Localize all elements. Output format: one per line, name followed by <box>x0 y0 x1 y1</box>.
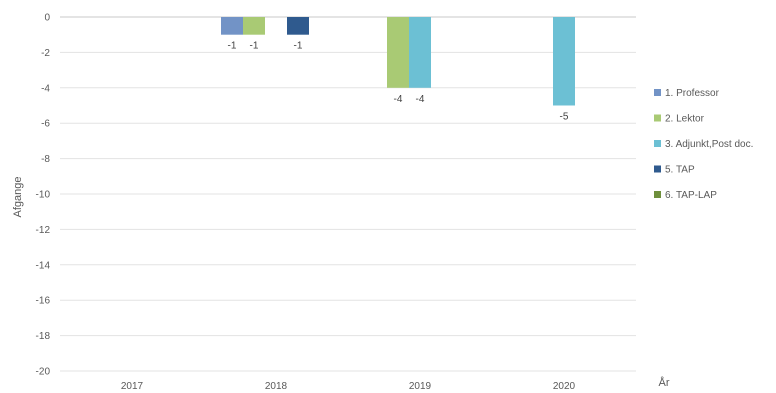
x-tick-label: 2017 <box>121 381 144 392</box>
y-tick-label: -18 <box>36 331 51 342</box>
gridlines <box>60 16 636 372</box>
x-axis-ticks: 2017 2018 2019 2020 <box>121 381 576 392</box>
y-tick-label: -10 <box>36 190 51 201</box>
bar <box>243 17 265 35</box>
data-label: -1 <box>228 41 237 52</box>
y-tick-label: -12 <box>36 225 51 236</box>
y-tick-label: -16 <box>36 296 51 307</box>
legend-swatch <box>654 165 661 173</box>
legend-label: 6. TAP-LAP <box>665 190 717 201</box>
bar <box>553 17 575 106</box>
x-tick-label: 2020 <box>553 381 576 392</box>
x-tick-label: 2018 <box>265 381 288 392</box>
x-tick-label: 2019 <box>409 381 432 392</box>
y-tick-label: 0 <box>44 13 50 24</box>
y-tick-label: -2 <box>41 48 50 59</box>
legend-label: 3. Adjunkt,Post doc. <box>665 139 753 150</box>
legend-label: 1. Professor <box>665 88 720 99</box>
bar <box>287 17 309 35</box>
x-axis-title: År <box>659 376 670 389</box>
legend: 1. Professor 2. Lektor 3. Adjunkt,Post doc… <box>654 88 753 201</box>
bar <box>409 17 431 88</box>
legend-swatch <box>654 140 661 147</box>
y-tick-label: -6 <box>41 119 50 130</box>
y-axis-ticks: 0 -2 -4 -6 -8 -10 -12 -14 -16 -18 -20 <box>36 13 51 378</box>
legend-swatch <box>654 89 661 96</box>
legend-swatch <box>654 114 661 122</box>
data-label: -1 <box>250 41 259 52</box>
legend-label: 2. Lektor <box>665 114 705 125</box>
legend-label: 5. TAP <box>665 165 695 176</box>
data-labels: -1 -1 -1 -4 -4 -5 <box>228 41 569 123</box>
y-tick-label: -14 <box>36 260 51 271</box>
data-label: -4 <box>416 94 425 105</box>
data-label: -1 <box>294 41 303 52</box>
y-tick-label: -4 <box>41 83 50 94</box>
y-tick-label: -8 <box>41 154 50 165</box>
y-tick-label: -20 <box>36 367 51 378</box>
y-axis-title: Afgange <box>12 177 24 218</box>
bars <box>221 17 575 106</box>
legend-swatch <box>654 191 661 198</box>
bar <box>387 17 409 88</box>
data-label: -4 <box>394 94 403 105</box>
bar <box>221 17 243 35</box>
data-label: -5 <box>560 112 569 123</box>
